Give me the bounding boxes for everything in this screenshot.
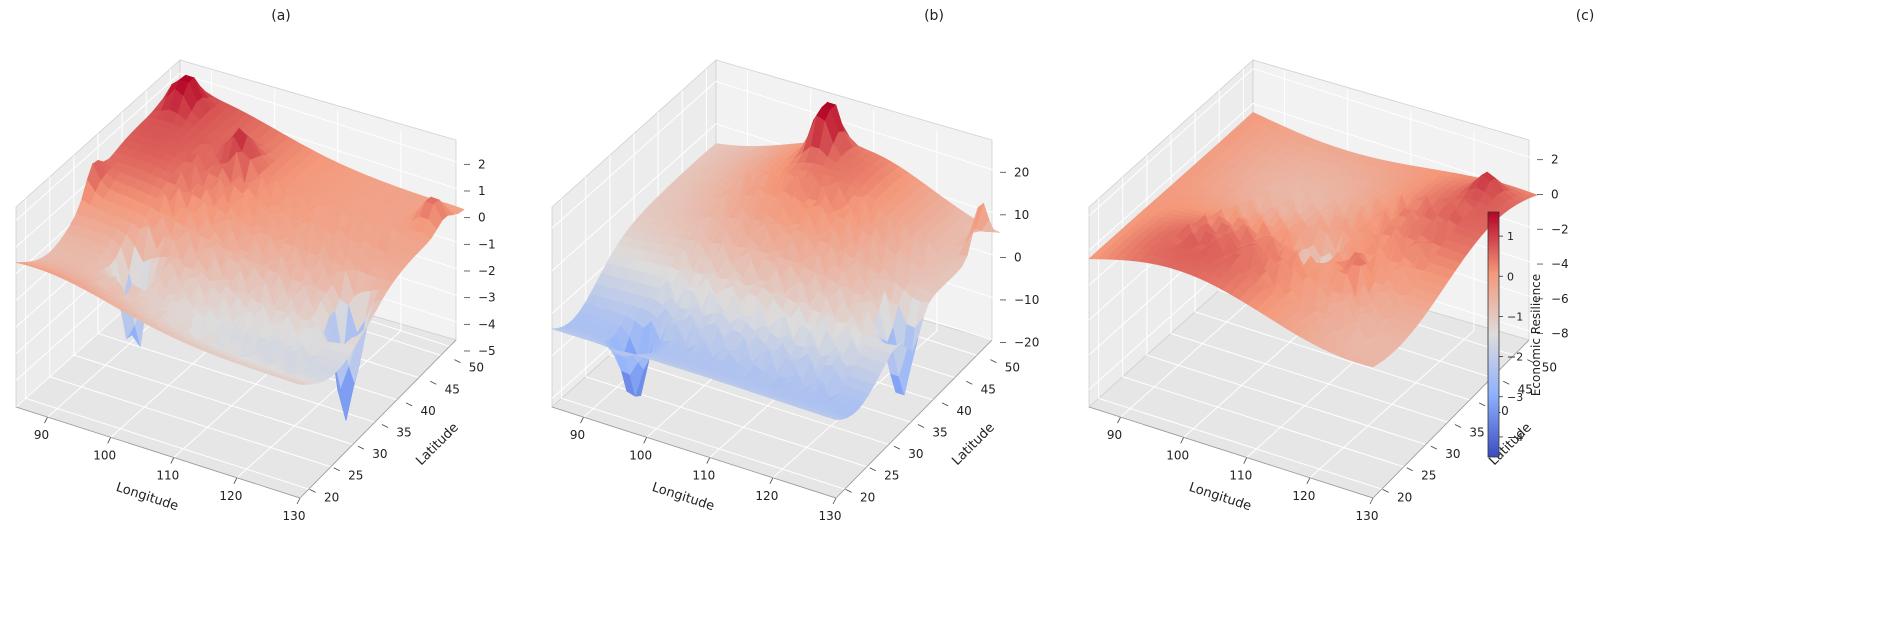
- colorbar-tick-label: 0: [1507, 270, 1514, 283]
- y-tick-label: 50: [1542, 361, 1557, 375]
- z-tick-label: −20: [1014, 335, 1039, 349]
- colorbar: 1 0 −1 −2 −3 −4 Economic Resilience: [1487, 211, 1543, 458]
- surface-mesh: [1088, 111, 1538, 368]
- x-tick-label: 100: [1166, 448, 1189, 462]
- y-tick-label: 25: [1421, 469, 1436, 483]
- y-tick-label: 50: [469, 361, 484, 375]
- z-tick-label: −6: [1551, 292, 1569, 306]
- x-tick-label: 100: [629, 448, 652, 462]
- y-axis-label: Latitude: [949, 420, 997, 468]
- colorbar-tick-label: 1: [1507, 230, 1514, 243]
- axis-edges: [1088, 339, 1530, 499]
- y-tick-label: 35: [396, 426, 411, 440]
- colorbar-tick-label: −1: [1507, 310, 1523, 323]
- subplot-b: 901001101201302025303540455020100−10−20L…: [551, 59, 1039, 523]
- x-tick-label: 90: [570, 428, 585, 442]
- z-tick-label: 2: [1551, 153, 1559, 167]
- colorbar-label: Economic Resilience: [1529, 274, 1543, 396]
- z-tick-label: 1: [478, 184, 486, 198]
- y-tick-label: 30: [1445, 447, 1460, 461]
- z-tick-label: 10: [1014, 208, 1029, 222]
- y-tick-label: 45: [981, 382, 996, 396]
- y-tick-label: 30: [908, 447, 923, 461]
- surface-mesh: [551, 101, 1001, 421]
- z-tick-label: 0: [1551, 187, 1559, 201]
- z-tick-label: −2: [1551, 222, 1569, 236]
- axis-edges: [551, 339, 993, 499]
- y-tick-label: 20: [860, 490, 875, 504]
- z-tick-label: 0: [478, 211, 486, 225]
- x-tick-label: 130: [283, 509, 306, 523]
- z-tick-label: −10: [1014, 293, 1039, 307]
- y-tick-label: 20: [324, 490, 339, 504]
- z-tick-label: −8: [1551, 327, 1569, 341]
- x-axis-label: Longitude: [1187, 480, 1253, 514]
- x-tick-label: 90: [34, 428, 49, 442]
- subplot-title-b: (b): [924, 8, 944, 24]
- y-tick-label: 40: [956, 404, 971, 418]
- y-tick-label: 20: [1397, 490, 1412, 504]
- axis-edges: [15, 339, 457, 499]
- y-tick-label: 35: [1469, 426, 1484, 440]
- subplot-title-c: (c): [1576, 8, 1595, 24]
- colorbar-tick-label: −4: [1507, 431, 1523, 444]
- axis-ticks: 90 100 110 120 130 20 25 30 35 40 45 50 2 1 0 −1 −2 −3 −4 −…: [34, 157, 496, 523]
- z-tick-label: 2: [478, 157, 486, 171]
- z-tick-label: −2: [478, 264, 496, 278]
- y-tick-label: 35: [932, 426, 947, 440]
- y-tick-label: 30: [372, 447, 387, 461]
- z-tick-label: −4: [1551, 257, 1569, 271]
- y-tick-label: 45: [1518, 382, 1533, 396]
- x-axis-label: Longitude: [114, 480, 180, 514]
- x-tick-label: 90: [1107, 428, 1122, 442]
- y-tick-label: 25: [348, 469, 363, 483]
- y-tick-label: 40: [420, 404, 435, 418]
- x-tick-label: 130: [819, 509, 842, 523]
- colorbar-tick-label: −2: [1507, 351, 1523, 364]
- surface-mesh: [15, 74, 465, 421]
- y-tick-label: 50: [1005, 361, 1020, 375]
- colorbar-tick-label: −3: [1507, 391, 1523, 404]
- z-tick-label: −4: [478, 317, 496, 331]
- subplot-title-a: (a): [271, 8, 291, 24]
- y-tick-label: 25: [884, 469, 899, 483]
- colorbar-strip: [1487, 211, 1500, 458]
- x-tick-label: 120: [755, 489, 778, 503]
- z-tick-label: −1: [478, 237, 496, 251]
- x-tick-label: 130: [1356, 509, 1379, 523]
- z-tick-label: 0: [1014, 250, 1022, 264]
- z-tick-label: 20: [1014, 165, 1029, 179]
- x-tick-label: 110: [156, 469, 179, 483]
- x-tick-label: 120: [219, 489, 242, 503]
- y-axis-label: Latitude: [413, 420, 461, 468]
- x-axis-label: Longitude: [650, 480, 716, 514]
- subplot-a: 90 100 110 120 130 20 25 30 35 40 45 50 2 1 0 −1 −2 −3 −4 −…: [15, 59, 496, 523]
- x-tick-label: 100: [93, 448, 116, 462]
- z-tick-label: −3: [478, 291, 496, 305]
- x-tick-label: 120: [1292, 489, 1315, 503]
- y-tick-label: 45: [445, 382, 460, 396]
- x-tick-label: 110: [1229, 469, 1252, 483]
- z-tick-label: −5: [478, 344, 496, 358]
- x-tick-label: 110: [692, 469, 715, 483]
